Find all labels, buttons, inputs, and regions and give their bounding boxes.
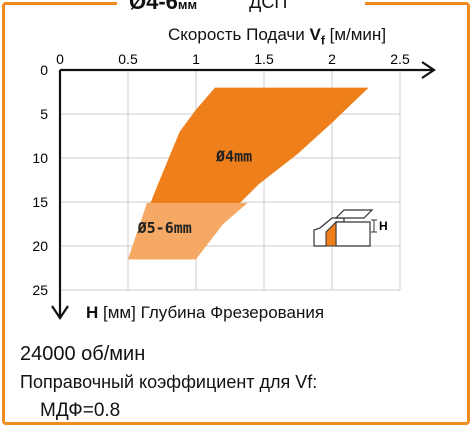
x-tick-label: 1.5: [254, 51, 274, 67]
area-56mm: [128, 202, 248, 260]
material-label: ДСП: [249, 0, 288, 12]
chart-title: Ø4-6мм: [129, 0, 198, 14]
x-tick-label: 2.5: [390, 51, 410, 67]
x-axis-arrow: [421, 61, 436, 79]
y-tick-label: 5: [40, 106, 48, 122]
spindle-speed: 24000 об/мин: [20, 343, 146, 365]
inset-label: H: [379, 219, 388, 233]
y-tick-label: 10: [32, 150, 48, 166]
y-axis-title: H [мм] Глубина Фрезерования: [86, 303, 325, 322]
x-axis-title: Скорость Подачи Vf [м/мин]: [168, 25, 387, 48]
tick-labels: 0 0.5 1 1.5 2 2.5 0 5 10 15 20 25: [32, 51, 410, 298]
y-tick-label: 15: [32, 194, 48, 210]
x-tick-label: 1: [192, 51, 200, 67]
profile-inset-icon: H: [313, 209, 388, 247]
axes: [51, 61, 436, 320]
x-tick-label: 0.5: [118, 51, 138, 67]
y-tick-label: 20: [32, 238, 48, 254]
series-label: Ø5-6mm: [137, 219, 192, 237]
data-areas: [128, 87, 369, 260]
series-labels: Ø4mm Ø5-6mm: [137, 148, 253, 237]
y-tick-label: 0: [40, 62, 48, 78]
title-band: Ø4-6мм ДСП: [117, 0, 365, 14]
correction-value: МДФ=0.8: [40, 400, 121, 421]
series-label: Ø4mm: [215, 148, 252, 166]
x-tick-label: 2: [328, 51, 336, 67]
correction-title: Поправочный коэффициент для Vf:: [20, 372, 318, 392]
x-tick-label: 0: [56, 51, 64, 67]
y-axis-arrow: [51, 305, 69, 320]
y-tick-label: 25: [32, 282, 48, 298]
